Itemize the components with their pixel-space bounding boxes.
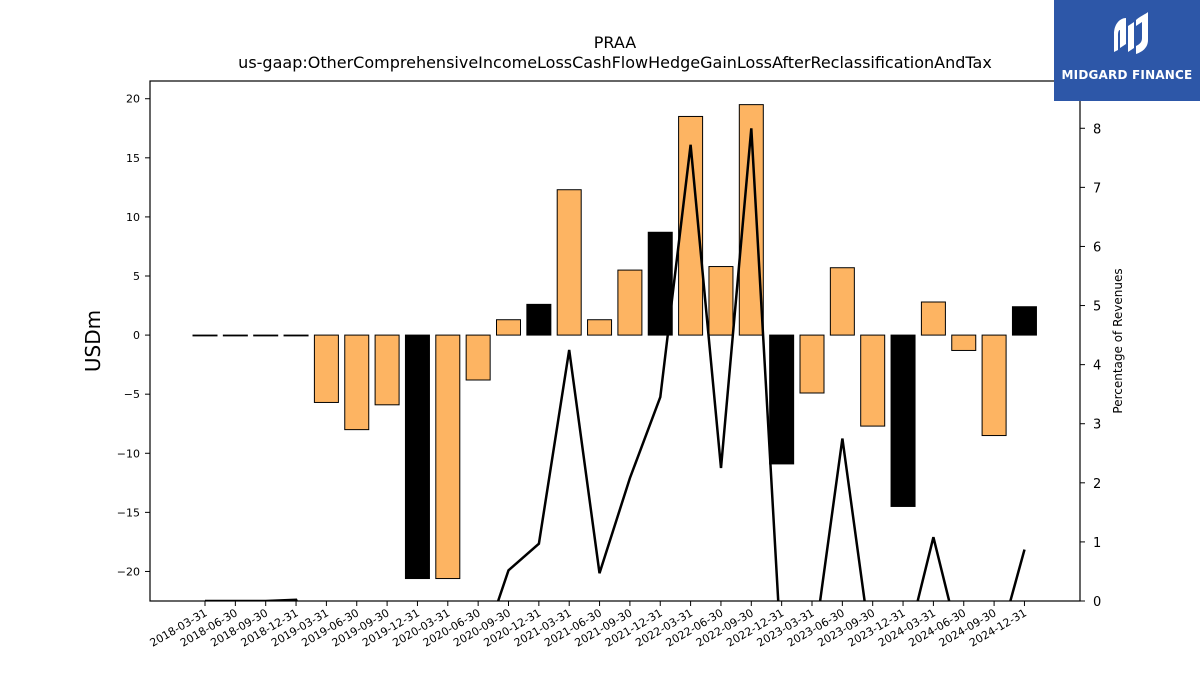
bar-2020-03-31 bbox=[435, 334, 461, 580]
plot-frame bbox=[149, 80, 1081, 602]
y2-tick-label: 2 bbox=[1093, 477, 1101, 492]
midgard-finance-logo: MIDGARD FINANCE bbox=[1054, 0, 1200, 101]
y2-tick-label: 5 bbox=[1093, 300, 1101, 315]
bars-layer bbox=[192, 104, 1037, 580]
y-tick-label: 0 bbox=[133, 329, 140, 342]
y-tick-label: 10 bbox=[126, 211, 140, 224]
bar-2019-03-31 bbox=[313, 334, 339, 403]
bar-2024-03-31 bbox=[920, 301, 946, 336]
bar-2020-12-31 bbox=[526, 303, 552, 336]
percentage-line bbox=[205, 128, 1026, 601]
bar-2024-09-30 bbox=[981, 334, 1007, 437]
y-tick-label: −20 bbox=[117, 565, 140, 578]
bar-2023-12-31 bbox=[890, 334, 916, 507]
bar-2024-12-31 bbox=[1011, 306, 1037, 336]
y2-tick-label: 1 bbox=[1093, 536, 1101, 551]
bar-2023-03-31 bbox=[799, 334, 825, 394]
y2-tick-label: 4 bbox=[1093, 359, 1101, 374]
y-tick-label: −15 bbox=[117, 506, 140, 519]
bar-2020-09-30 bbox=[496, 319, 521, 336]
y2-tick-label: 3 bbox=[1093, 418, 1101, 433]
y2-tick-label: 6 bbox=[1093, 240, 1101, 255]
bar-2023-06-30 bbox=[829, 267, 855, 336]
bar-2019-09-30 bbox=[374, 334, 400, 406]
bar-2021-06-30 bbox=[587, 319, 613, 336]
y-tick-label: 20 bbox=[126, 93, 140, 106]
y-tick-label: −5 bbox=[124, 388, 140, 401]
y2-tick-label: 8 bbox=[1093, 122, 1101, 137]
y2-tick-label: 7 bbox=[1093, 181, 1101, 196]
y-axis-label: USDm bbox=[81, 310, 105, 372]
y2-tick-label: 0 bbox=[1093, 595, 1101, 610]
bar-2024-06-30 bbox=[951, 334, 977, 351]
bar-2018-03-31 bbox=[192, 334, 218, 337]
bar-2018-12-31 bbox=[283, 334, 309, 337]
chart-subtitle: us-gaap:OtherComprehensiveIncomeLossCash… bbox=[238, 53, 992, 72]
y-tick-label: −10 bbox=[117, 447, 140, 460]
logo-mark-icon bbox=[1114, 12, 1148, 54]
bar-2021-03-31 bbox=[556, 189, 582, 336]
y2-axis-label: Percentage of Revenues bbox=[1111, 268, 1125, 413]
chart-title: PRAA bbox=[594, 33, 637, 52]
bar-2021-12-31 bbox=[647, 231, 673, 336]
axes-layer: −20−15−10−5051015200123456782018-03-3120… bbox=[117, 80, 1101, 650]
logo-text: MIDGARD FINANCE bbox=[1061, 68, 1193, 82]
bar-2023-09-30 bbox=[860, 334, 886, 427]
bar-2022-12-31 bbox=[769, 334, 795, 465]
bar-2021-09-30 bbox=[617, 269, 643, 336]
line-layer bbox=[205, 128, 1026, 601]
bar-2018-09-30 bbox=[253, 334, 279, 337]
bar-2020-06-30 bbox=[465, 334, 491, 381]
y-tick-label: 15 bbox=[126, 152, 140, 165]
bar-2022-06-30 bbox=[708, 266, 734, 336]
bar-2019-06-30 bbox=[344, 334, 370, 431]
y-tick-label: 5 bbox=[133, 270, 140, 283]
bar-2018-06-30 bbox=[222, 334, 248, 337]
bar-2019-12-31 bbox=[404, 334, 430, 580]
